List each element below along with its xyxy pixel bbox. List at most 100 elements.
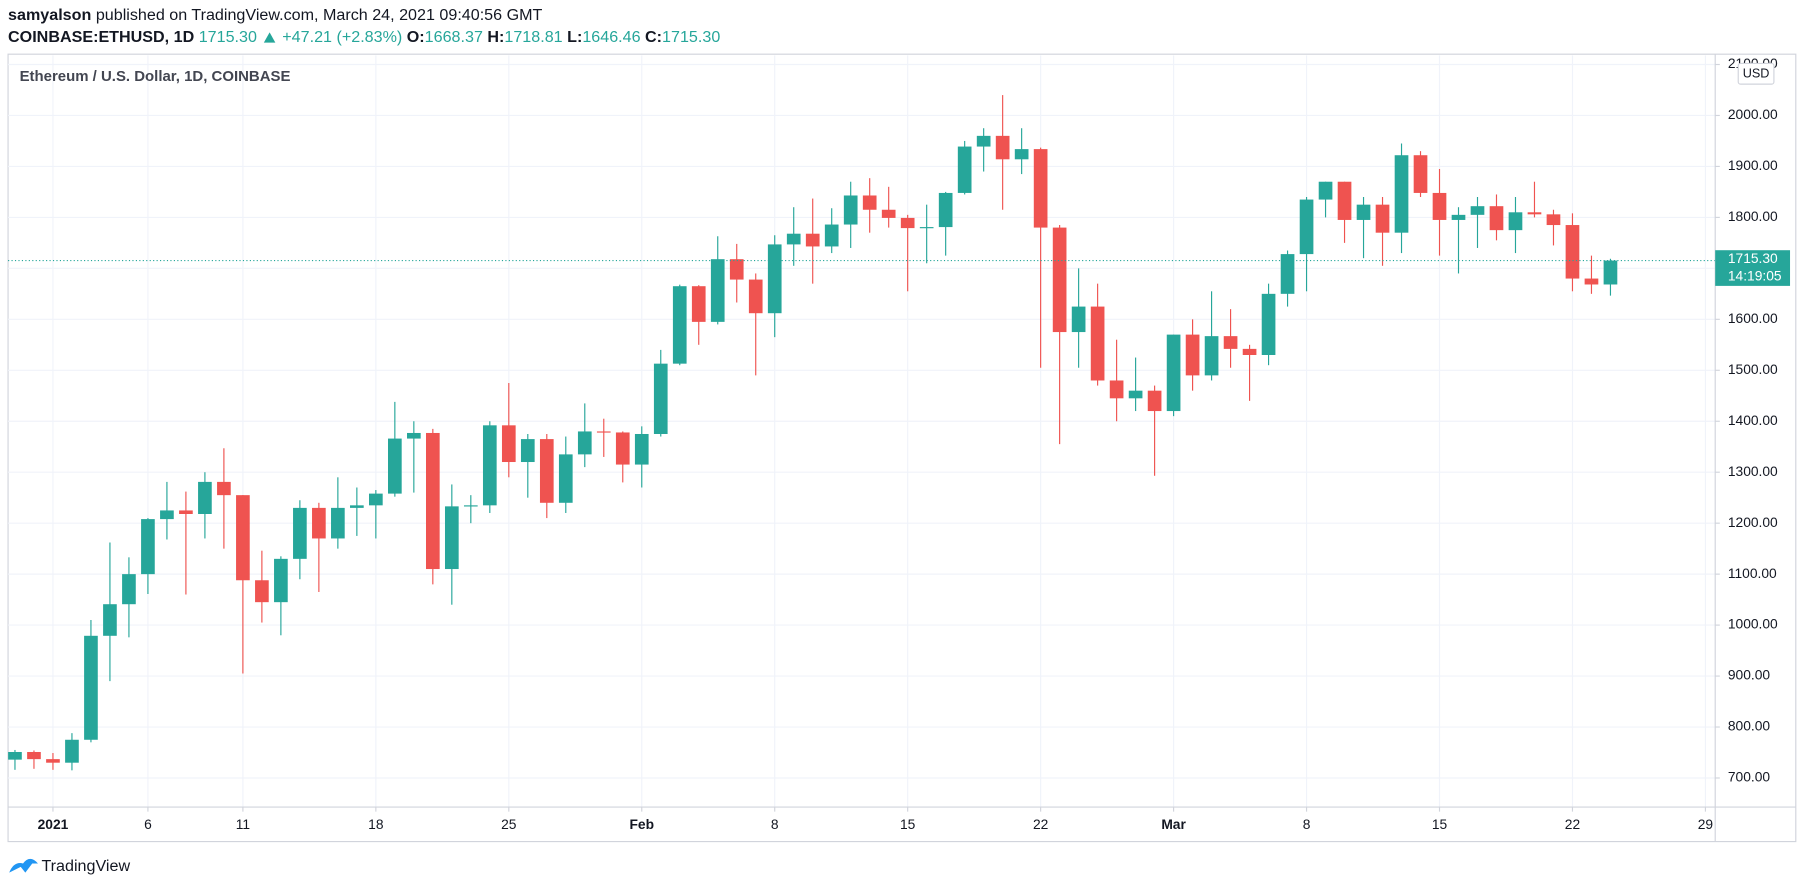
candle-body <box>198 481 212 515</box>
y-tick-label: 800.00 <box>1728 718 1771 734</box>
candle-body <box>653 363 668 434</box>
candle-body <box>27 751 41 760</box>
candle-body <box>767 244 782 314</box>
x-tick-label: 6 <box>144 816 152 832</box>
x-tick-label: 8 <box>771 816 779 832</box>
candle-body <box>160 510 174 520</box>
x-tick-label: 15 <box>900 816 916 832</box>
candle-body <box>976 135 991 147</box>
candle-body <box>444 506 459 570</box>
candle-body <box>881 209 896 218</box>
candle-body <box>103 604 117 636</box>
candle-body <box>65 739 79 763</box>
low-label: L: <box>567 28 582 46</box>
candle-body <box>900 217 915 229</box>
candle-body <box>501 425 516 463</box>
candle-body <box>463 505 478 507</box>
candle-body <box>1109 380 1124 399</box>
candle-body <box>843 195 858 225</box>
candle-body <box>1242 348 1257 355</box>
currency: USD <box>1743 67 1770 81</box>
x-tick-label: 15 <box>1432 816 1448 832</box>
candle-body <box>1185 334 1200 376</box>
candle-body <box>293 507 307 559</box>
chart-frame <box>7 53 1797 843</box>
candle-body <box>331 507 345 539</box>
y-tick-label: 700.00 <box>1728 769 1771 785</box>
candle-body <box>672 286 687 364</box>
candle-body <box>938 192 953 228</box>
symbol-line: COINBASE:ETHUSD, 1D 1715.30 +47.21 (+2.83… <box>8 28 720 46</box>
axes: 700.00 800.00 900.00 1000.00 1100.00 1200.00 1… <box>38 55 1791 832</box>
candle-body <box>1584 278 1599 285</box>
x-tick-label: 18 <box>368 816 384 832</box>
currency-box <box>1737 62 1775 85</box>
candle-body <box>862 195 877 210</box>
candle-body <box>1014 149 1029 160</box>
candle-body <box>482 425 497 506</box>
change: +47.21 (+2.83%) <box>282 28 402 46</box>
candle-body <box>1451 214 1466 220</box>
close: 1715.30 <box>662 28 720 46</box>
candle-body <box>1394 155 1409 233</box>
brand: TradingView <box>41 857 130 875</box>
candle-body <box>691 286 706 322</box>
y-tick-label: 2000.00 <box>1728 106 1778 122</box>
y-tick-label: 1000.00 <box>1728 616 1778 632</box>
candle-body <box>255 580 269 603</box>
candle-body <box>179 510 193 515</box>
candle-body <box>539 439 554 503</box>
candle-body <box>748 279 763 314</box>
candle-body <box>350 505 364 508</box>
candle-body <box>1470 206 1485 215</box>
symbol: COINBASE:ETHUSD, 1D <box>8 28 194 46</box>
y-tick-label: 1500.00 <box>1728 361 1778 377</box>
candle-body <box>1527 212 1542 215</box>
candle-body <box>1375 204 1390 233</box>
candle-body <box>312 507 326 539</box>
y-tick-label: 1100.00 <box>1728 565 1777 581</box>
grid <box>8 55 1716 808</box>
candle-body <box>406 432 421 439</box>
candle-body <box>1033 149 1048 228</box>
x-tick-label: 29 <box>1698 816 1714 832</box>
last-price-box <box>1715 250 1791 286</box>
candle-body <box>957 146 972 193</box>
candle-body <box>995 135 1010 160</box>
y-tick-label: 1600.00 <box>1728 310 1778 326</box>
candle-body <box>1090 306 1105 381</box>
open: 1668.37 <box>425 28 483 46</box>
published: published on TradingView.com, March 24, … <box>96 6 543 24</box>
up-arrow <box>263 32 276 43</box>
candle-body <box>919 227 934 229</box>
x-tick-label: 22 <box>1033 816 1048 832</box>
x-tick-label: 11 <box>236 816 250 832</box>
publisher: samyalson <box>8 6 91 24</box>
candle-body <box>1546 214 1561 226</box>
candle-body <box>1261 293 1276 355</box>
candle-body <box>577 431 592 455</box>
x-tick-label: 2021 <box>38 816 69 832</box>
y-tick-label: 1800.00 <box>1728 208 1778 224</box>
candle-body <box>1356 204 1371 220</box>
candle-body <box>122 574 136 605</box>
candle-body <box>1489 206 1504 231</box>
y-tick-label: 1300.00 <box>1728 463 1778 479</box>
close-label: C: <box>645 28 662 46</box>
candle-body <box>46 759 60 763</box>
candle-body <box>786 233 801 245</box>
candle-body <box>805 233 820 247</box>
last-price-label: 1715.30 <box>1728 250 1778 266</box>
candle-body <box>596 431 611 433</box>
candle-body <box>1299 199 1314 255</box>
y-tick-label: 900.00 <box>1728 667 1771 683</box>
candle-body <box>217 481 231 496</box>
candle-body <box>1052 227 1067 333</box>
candle-body <box>1337 181 1352 220</box>
candle-body <box>729 259 744 280</box>
x-tick-label: Mar <box>1161 816 1186 832</box>
candle-body <box>236 495 250 581</box>
candle-body <box>520 439 535 463</box>
